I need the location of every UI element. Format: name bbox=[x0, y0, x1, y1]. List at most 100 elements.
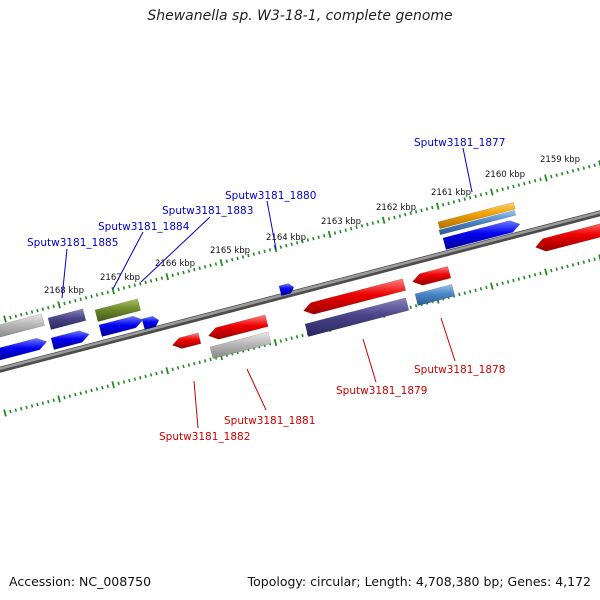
gene-label[interactable]: Sputw3181_1879 bbox=[336, 385, 427, 397]
minor-tick bbox=[160, 276, 164, 280]
gene-label[interactable]: Sputw3181_1884 bbox=[98, 221, 190, 233]
minor-tick bbox=[20, 407, 23, 411]
minor-tick bbox=[95, 293, 99, 297]
minor-tick bbox=[506, 280, 510, 284]
minor-tick bbox=[420, 208, 423, 213]
gene-feature[interactable] bbox=[303, 278, 407, 315]
minor-tick bbox=[322, 234, 326, 238]
minor-tick bbox=[593, 257, 596, 262]
minor-tick bbox=[68, 394, 72, 398]
major-tick bbox=[598, 160, 600, 168]
minor-tick bbox=[560, 172, 564, 176]
minor-tick bbox=[317, 235, 320, 239]
minor-tick bbox=[577, 261, 580, 266]
gene-label[interactable]: Sputw3181_1878 bbox=[414, 364, 505, 376]
minor-tick bbox=[582, 166, 585, 170]
scale-labels: 2168 kbp 2167 kbp 2166 kbp 2165 kbp 2164… bbox=[44, 155, 580, 296]
gene-label[interactable]: Sputw3181_1885 bbox=[27, 237, 118, 249]
minor-tick bbox=[225, 259, 228, 263]
minor-tick bbox=[387, 217, 391, 221]
major-tick bbox=[544, 268, 548, 276]
major-tick bbox=[435, 202, 440, 210]
minor-tick bbox=[295, 335, 299, 339]
gene-feature[interactable] bbox=[304, 297, 410, 337]
gene-feature[interactable] bbox=[98, 315, 144, 337]
minor-tick bbox=[496, 188, 499, 193]
minor-tick bbox=[279, 339, 283, 343]
minor-tick bbox=[187, 269, 191, 273]
minor-tick bbox=[182, 364, 185, 369]
minor-tick bbox=[485, 191, 488, 196]
minor-tick bbox=[301, 239, 304, 244]
minor-tick bbox=[171, 367, 174, 372]
gene-feature[interactable] bbox=[171, 332, 202, 349]
scale-label: 2159 kbp bbox=[540, 155, 580, 165]
major-tick bbox=[111, 381, 115, 389]
gene-feature[interactable] bbox=[141, 315, 160, 330]
gene-label[interactable]: Sputw3181_1880 bbox=[225, 190, 316, 202]
scale-label: 2168 kbp bbox=[44, 286, 84, 296]
minor-tick bbox=[279, 245, 283, 249]
minor-tick bbox=[155, 371, 158, 376]
gene-feature[interactable] bbox=[47, 308, 87, 330]
gene-label[interactable]: Sputw3181_1883 bbox=[162, 205, 253, 217]
gene-feature[interactable] bbox=[442, 220, 521, 250]
gene-label[interactable]: Sputw3181_1882 bbox=[159, 431, 250, 443]
minor-tick bbox=[452, 200, 456, 204]
gene-feature[interactable] bbox=[209, 331, 272, 359]
minor-tick bbox=[523, 275, 526, 280]
gene-feature[interactable] bbox=[50, 330, 90, 350]
minor-tick bbox=[117, 381, 120, 386]
gene-feature[interactable] bbox=[412, 266, 452, 286]
minor-tick bbox=[198, 360, 201, 364]
minor-tick bbox=[285, 337, 288, 342]
gene-feature[interactable] bbox=[414, 284, 456, 306]
minor-tick bbox=[339, 229, 342, 234]
minor-tick bbox=[523, 181, 526, 186]
minor-tick bbox=[571, 263, 575, 267]
upper-tick-track bbox=[3, 160, 600, 323]
minor-tick bbox=[149, 279, 153, 283]
gene-feature[interactable] bbox=[208, 314, 269, 340]
minor-tick bbox=[30, 310, 34, 314]
minor-tick bbox=[539, 177, 542, 182]
minor-tick bbox=[214, 262, 218, 266]
minor-tick bbox=[198, 266, 201, 270]
major-tick bbox=[273, 338, 278, 347]
major-tick bbox=[3, 409, 7, 417]
minor-tick bbox=[117, 287, 120, 292]
minor-tick bbox=[312, 236, 315, 241]
gene-feature[interactable] bbox=[0, 337, 48, 361]
major-tick bbox=[490, 188, 494, 196]
minor-tick bbox=[409, 211, 412, 215]
minor-tick bbox=[458, 198, 461, 203]
minor-tick bbox=[241, 255, 245, 259]
minor-tick bbox=[566, 170, 569, 175]
major-tick bbox=[57, 301, 61, 309]
minor-tick bbox=[295, 241, 299, 245]
minor-tick bbox=[63, 395, 66, 400]
major-tick bbox=[165, 273, 170, 281]
gene-feature[interactable] bbox=[94, 298, 141, 322]
minor-tick bbox=[236, 256, 239, 261]
reverse-gene-labels: Sputw3181_1882 Sputw3181_1881 Sputw3181_… bbox=[159, 317, 505, 443]
gene-feature[interactable] bbox=[437, 201, 516, 230]
accession-text: Accession: NC_008750 bbox=[9, 574, 152, 589]
major-tick bbox=[490, 282, 494, 290]
minor-tick bbox=[414, 304, 418, 308]
gene-feature[interactable] bbox=[278, 283, 295, 297]
gene-feature[interactable] bbox=[438, 209, 517, 236]
minor-tick bbox=[550, 174, 553, 179]
minor-tick bbox=[588, 164, 591, 169]
gene-feature[interactable] bbox=[0, 313, 45, 338]
major-tick bbox=[219, 258, 224, 267]
minor-tick bbox=[133, 283, 136, 287]
minor-tick bbox=[74, 392, 77, 397]
scale-label: 2164 kbp bbox=[266, 233, 306, 243]
minor-tick bbox=[84, 296, 88, 300]
gene-label[interactable]: Sputw3181_1881 bbox=[224, 415, 315, 427]
minor-tick bbox=[106, 290, 109, 294]
gene-label[interactable]: Sputw3181_1877 bbox=[414, 137, 505, 149]
minor-tick bbox=[182, 270, 185, 275]
